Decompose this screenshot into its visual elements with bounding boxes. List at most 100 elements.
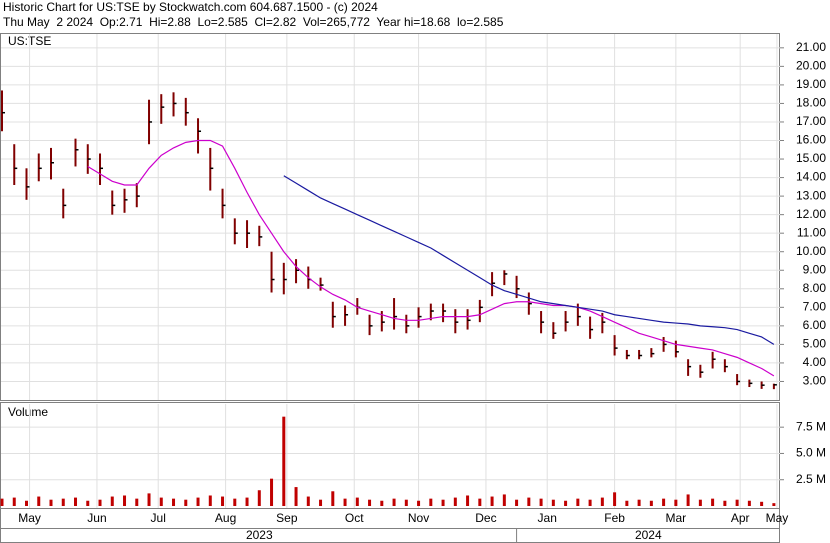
y-tick-label: 17.00	[796, 114, 826, 128]
price-panel	[0, 33, 780, 401]
volume-bar	[490, 496, 494, 506]
average-line	[283, 175, 775, 345]
x-tick-label: Dec	[475, 511, 496, 525]
volume-bar	[37, 496, 41, 506]
x-tick-label: May	[18, 511, 41, 525]
y-tick-label: 19.00	[796, 77, 826, 91]
volume-bar	[404, 499, 408, 506]
y-tick-label: 13.00	[796, 188, 826, 202]
volume-bar	[123, 495, 127, 506]
year-label: 2023	[246, 528, 273, 542]
volume-bar	[515, 499, 519, 506]
volume-bar	[478, 498, 482, 506]
volume-bar	[380, 500, 384, 506]
volume-bar	[0, 498, 4, 506]
volume-bar	[12, 497, 16, 506]
volume-bar	[735, 499, 739, 506]
volume-bar	[110, 496, 114, 506]
volume-bar	[61, 498, 65, 506]
x-tick-label: Apr	[731, 511, 750, 525]
y-tick-label: 14.00	[796, 170, 826, 184]
x-tick-label: Jun	[87, 511, 106, 525]
x-tick-label: Aug	[215, 511, 236, 525]
volume-bar	[711, 498, 715, 506]
y-tick-label: 7.5 M	[796, 419, 826, 433]
volume-bar	[392, 498, 396, 506]
y-tick-label: 16.00	[796, 133, 826, 147]
volume-bar	[576, 498, 580, 506]
volume-bar	[674, 499, 678, 506]
x-tick-label: Nov	[408, 511, 429, 525]
volume-bar	[760, 501, 764, 506]
volume-bar	[98, 499, 102, 506]
volume-bar	[221, 496, 225, 506]
y-tick-label: 8.00	[803, 281, 827, 295]
volume-bar	[49, 499, 53, 506]
x-tick-label: May	[766, 511, 789, 525]
y-tick-label: 5.00	[803, 337, 827, 351]
volume-bar	[368, 499, 372, 506]
volume-bar	[564, 500, 568, 506]
volume-bar	[74, 497, 78, 506]
volume-bar	[466, 495, 470, 506]
chart-title: Historic Chart for US:TSE by Stockwatch.…	[3, 0, 378, 14]
volume-bar	[649, 500, 653, 506]
y-tick-label: 2.5 M	[796, 472, 826, 486]
volume-bar	[319, 499, 323, 506]
y-tick-label: 6.00	[803, 318, 827, 332]
volume-bar	[25, 500, 29, 506]
y-tick-label: 10.00	[796, 244, 826, 258]
marks	[0, 90, 777, 506]
volume-bar	[159, 497, 163, 506]
volume-bar	[723, 500, 727, 506]
y-tick-label: 11.00	[797, 225, 826, 239]
y-tick-label: 15.00	[796, 151, 826, 165]
volume-bar	[637, 499, 641, 506]
volume-bar	[747, 500, 751, 506]
volume-bar	[282, 416, 286, 506]
x-tick-label: Mar	[666, 511, 687, 525]
volume-bar	[208, 495, 212, 506]
volume-bar	[184, 499, 188, 506]
volume-bar	[343, 498, 347, 506]
volume-bar	[698, 499, 702, 506]
y-tick-label: 20.00	[796, 59, 826, 73]
volume-bar	[502, 494, 506, 506]
chart-subtitle: Thu May 2 2024 Op:2.71 Hi=2.88 Lo=2.585 …	[3, 15, 504, 29]
volume-bar	[429, 498, 433, 506]
volume-bar	[417, 500, 421, 506]
volume-bar	[551, 499, 555, 506]
volume-bar	[294, 487, 298, 506]
volume-bar	[257, 490, 261, 506]
y-tick-label: 5.0 M	[796, 446, 826, 460]
volume-bar	[196, 497, 200, 506]
volume-bar	[539, 498, 543, 506]
volume-bar	[600, 497, 604, 506]
volume-bar	[331, 491, 335, 506]
volume-bar	[147, 493, 151, 506]
year-label: 2024	[635, 528, 662, 542]
x-tick-label: Sep	[276, 511, 298, 525]
y-tick-label: 3.00	[803, 374, 827, 388]
volume-bar	[355, 497, 359, 506]
average-line	[87, 139, 775, 377]
volume-bar	[86, 500, 90, 506]
y-tick-label: 9.00	[803, 262, 827, 276]
volume-label: Volume	[8, 405, 48, 419]
x-tick-label: Feb	[604, 511, 625, 525]
x-tick-label: Jul	[151, 511, 166, 525]
y-tick-label: 7.00	[803, 299, 827, 313]
volume-bar	[527, 497, 531, 506]
volume-bar	[453, 497, 457, 506]
volume-bar	[172, 498, 176, 506]
volume-bar	[270, 478, 274, 506]
volume-bar	[772, 503, 776, 506]
volume-bar	[662, 498, 666, 506]
volume-bar	[686, 494, 690, 506]
volume-bar	[135, 498, 139, 506]
x-tick-label: Jan	[538, 511, 557, 525]
volume-bar	[306, 496, 310, 506]
grid	[1, 34, 780, 508]
